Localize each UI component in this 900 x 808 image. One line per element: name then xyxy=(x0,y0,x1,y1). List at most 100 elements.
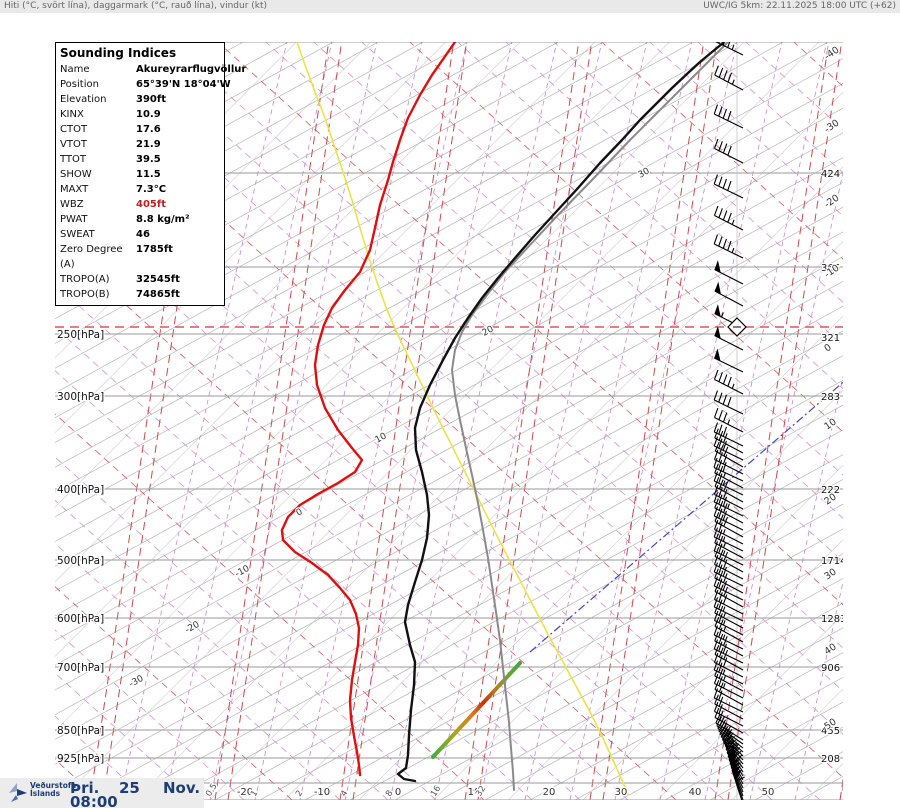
index-label: TTOT xyxy=(60,154,87,165)
isotherm-label-mid: 0 xyxy=(295,507,305,519)
wetbulb-curve-gray xyxy=(451,42,729,791)
index-value: 405ft xyxy=(136,199,167,210)
temperature-curve-black xyxy=(396,42,725,783)
index-label: MAXT xyxy=(60,184,89,195)
valid-time: 08:00 xyxy=(70,793,118,808)
index-row-SHOW: SHOW 11.5 xyxy=(56,167,224,182)
index-label: VTOT xyxy=(60,139,87,150)
header-legend-text: Hiti (°C, svört lína), daggarmark (°C, r… xyxy=(4,1,268,11)
index-label: Elevation xyxy=(60,94,107,105)
isotherm-label-mid: -30 xyxy=(128,674,146,690)
index-value: 11.5 xyxy=(136,169,161,180)
isotherm-label-mid: 30 xyxy=(637,166,652,180)
height-label: 222 xyxy=(821,485,840,496)
org-name-line2: Íslands xyxy=(30,789,61,798)
index-row-WBZ: WBZ 405ft xyxy=(56,197,224,212)
temperature-tick-label: 30 xyxy=(615,787,628,798)
index-value: 21.9 xyxy=(136,139,161,150)
height-label: 283 xyxy=(821,392,840,403)
index-value: Akureyrarflugvöllur xyxy=(136,64,247,75)
mixing-ratio-label: 8 xyxy=(384,789,395,799)
index-label: PWAT xyxy=(60,214,88,225)
panel-title: Sounding Indices xyxy=(60,46,177,60)
isotherm-label-right: 40 xyxy=(822,642,838,658)
height-label: 424 xyxy=(821,169,840,180)
index-row-Zero-Degree-A-: Zero Degree (A) 1785ft xyxy=(56,242,224,272)
parcel-curve-yellow xyxy=(296,42,629,796)
index-label: KINX xyxy=(60,109,84,120)
isotherm-label-mid: -20 xyxy=(184,620,202,636)
index-row-PWAT: PWAT 8.8 kg/m² xyxy=(56,212,224,227)
panel-rows: Name Akureyrarflugvöllur Position 65°39'N 1… xyxy=(56,62,246,302)
valid-date: 25 xyxy=(119,779,140,797)
temperature-tick-label: 40 xyxy=(689,787,702,798)
index-value: 74865ft xyxy=(136,289,180,300)
pressure-label: 400[hPa] xyxy=(57,484,104,496)
height-label: 455 xyxy=(821,726,840,737)
index-row-SWEAT: SWEAT 46 xyxy=(56,227,224,242)
index-label: SHOW xyxy=(60,169,92,180)
isotherm-label-right: -30 xyxy=(822,118,841,136)
org-name-line1: Veðurstofa xyxy=(30,781,77,790)
temperature-tick-label: 50 xyxy=(762,787,775,798)
header-bar: Hiti (°C, svört lína), daggarmark (°C, r… xyxy=(0,0,900,13)
height-label: 208 xyxy=(821,754,840,765)
index-row-VTOT: VTOT 21.9 xyxy=(56,137,224,152)
isotherm-label-right: -20 xyxy=(822,193,841,211)
index-label: TROPO(A) xyxy=(60,274,110,285)
height-label: 906 xyxy=(821,663,840,674)
vedurstofa-logo-icon xyxy=(9,783,27,802)
index-row-CTOT: CTOT 17.6 xyxy=(56,122,224,137)
temperature-tick-label: 0 xyxy=(395,787,401,798)
temperature-tick-label: 20 xyxy=(543,787,556,798)
index-value: 7.3°C xyxy=(136,184,167,195)
isotherm-label-right: 30 xyxy=(822,567,838,583)
valid-day: Þri. xyxy=(70,779,100,797)
index-value: 10.9 xyxy=(136,109,161,120)
index-row-MAXT: MAXT 7.3°C xyxy=(56,182,224,197)
index-label: Zero Degree (A) xyxy=(60,244,123,270)
pressure-label: 600[hPa] xyxy=(57,613,104,625)
height-label: 1283 xyxy=(821,614,846,625)
isotherm-label-right: 10 xyxy=(822,417,838,433)
index-row-TROPO-B-: TROPO(B) 74865ft xyxy=(56,287,224,302)
index-label: Name xyxy=(60,64,90,75)
mixing-ratio-label: 2 xyxy=(294,789,305,799)
isotherm-label-mid: -10 xyxy=(234,564,252,580)
height-label: 1714 xyxy=(821,556,846,567)
temperature-tick-label: -10 xyxy=(314,787,330,798)
header-model-run-text: UWC/IG 5km: 22.11.2025 18:00 UTC (+62) xyxy=(703,1,896,11)
org-name: Veðurstofa Íslands xyxy=(30,782,76,798)
wind-barbs xyxy=(713,42,745,800)
dewpoint-curve-red xyxy=(280,42,457,777)
height-label: 321 xyxy=(821,333,840,344)
temperature-tick-label: 10 xyxy=(468,787,481,798)
pressure-label: 700[hPa] xyxy=(57,662,104,674)
index-value: 8.8 kg/m² xyxy=(136,214,190,225)
index-label: WBZ xyxy=(60,199,84,210)
index-row-TROPO-A-: TROPO(A) 32545ft xyxy=(56,272,224,287)
index-row-TTOT: TTOT 39.5 xyxy=(56,152,224,167)
index-label: TROPO(B) xyxy=(60,289,110,300)
index-row-KINX: KINX 10.9 xyxy=(56,107,224,122)
index-value: 46 xyxy=(136,229,150,240)
footer-bar: Veðurstofa Íslands Þri. 25 Nov. 08:00 xyxy=(0,778,204,808)
index-label: CTOT xyxy=(60,124,88,135)
index-label: Position xyxy=(60,79,99,90)
index-value: 65°39'N 18°04'W xyxy=(136,79,231,90)
index-value: 39.5 xyxy=(136,154,161,165)
index-row-Name: Name Akureyrarflugvöllur xyxy=(56,62,246,77)
index-value: 390ft xyxy=(136,94,167,105)
pressure-label: 300[hPa] xyxy=(57,391,104,403)
mixing-ratio-label: 16 xyxy=(429,784,443,798)
pressure-label: 850[hPa] xyxy=(57,725,104,737)
pressure-label: 250[hPa] xyxy=(57,329,104,341)
valid-month: Nov. xyxy=(163,779,201,797)
pressure-label: 500[hPa] xyxy=(57,555,104,567)
sounding-indices-panel: Sounding Indices Name Akureyrarflugvöllur… xyxy=(55,42,246,306)
index-row-Elevation: Elevation 390ft xyxy=(56,92,224,107)
index-value: 17.6 xyxy=(136,124,161,135)
index-row-Position: Position 65°39'N 18°04'W xyxy=(56,77,231,92)
